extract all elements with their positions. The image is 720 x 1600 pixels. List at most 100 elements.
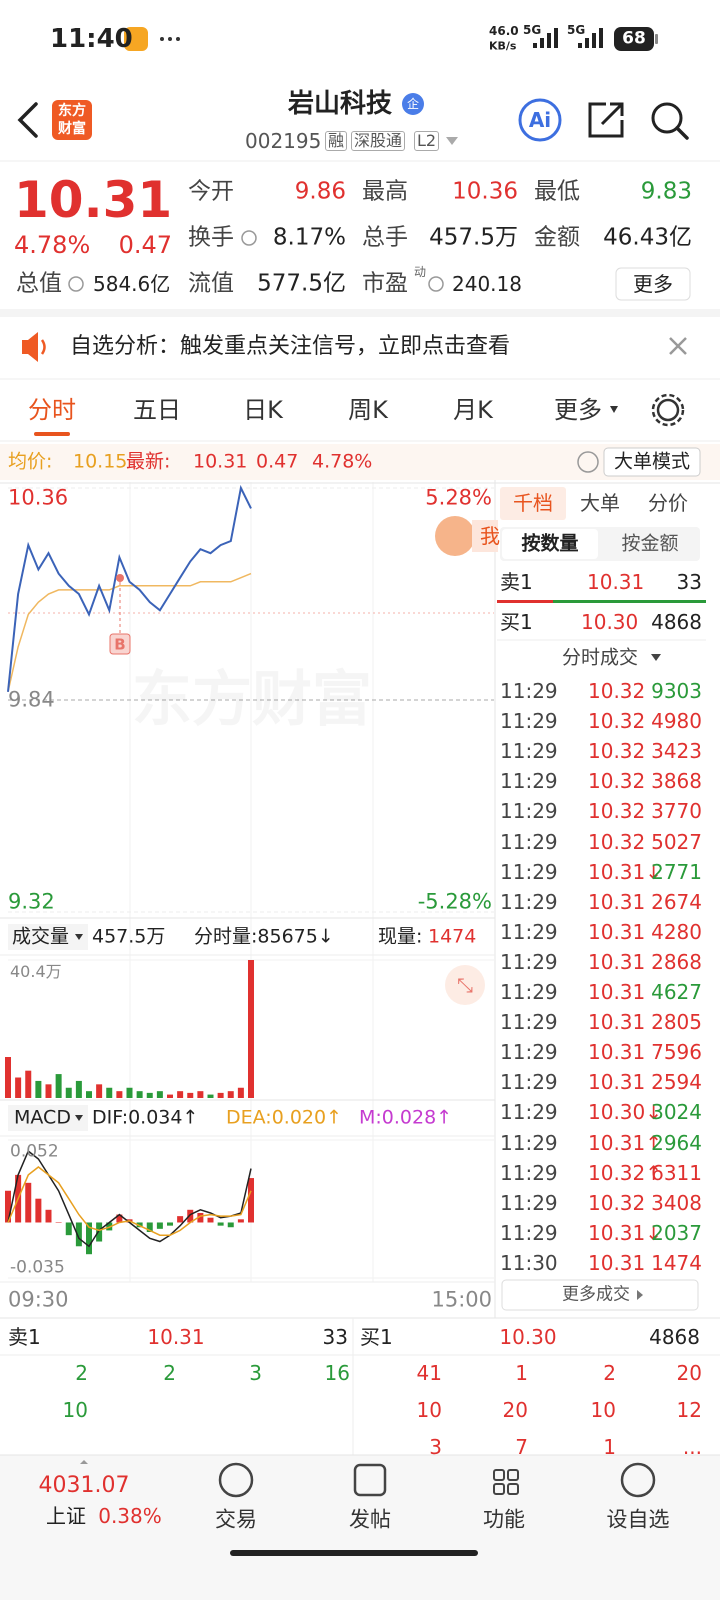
more-button[interactable] (615, 267, 691, 301)
tab[interactable]: 月K (453, 396, 493, 424)
trade-volume: 6311 (651, 1160, 702, 1185)
mode-option[interactable]: 按数量 (521, 532, 579, 555)
tab[interactable]: 分时 (28, 396, 76, 424)
panel-tab[interactable]: 大单 (580, 491, 620, 515)
promo-label: 我 (480, 524, 500, 548)
last-price: 10.31 (14, 171, 173, 229)
queue-order: 10 (62, 1398, 88, 1422)
volume-bar (5, 1057, 11, 1098)
macd-bar (177, 1216, 184, 1223)
share-button[interactable] (588, 102, 624, 138)
expand-icon[interactable]: ⤡ (457, 973, 473, 997)
panel-tab[interactable]: 分价 (648, 491, 688, 515)
ai-label[interactable]: Ai (528, 108, 552, 132)
trade-price: 10.32 (588, 769, 646, 794)
legend-entry: DEA:0.020↑ (226, 1106, 343, 1129)
function-icon (507, 1483, 519, 1495)
mode-button[interactable] (603, 447, 701, 477)
trade-volume: 2674 (651, 889, 702, 914)
gap (0, 309, 720, 317)
more-button-label[interactable]: 更多 (633, 272, 673, 296)
trade-time: 11:29 (500, 980, 558, 1004)
notice-text[interactable]: 自选分析：触发重点关注信号，立即点击查看 (70, 334, 511, 359)
sell-volume: 33 (322, 1325, 348, 1349)
stat-value: 584.6亿 (93, 272, 171, 296)
trade-price: 10.31 (588, 1010, 646, 1035)
more-trades-label[interactable]: 更多成交 (562, 1284, 630, 1305)
index-arrow (80, 1460, 88, 1464)
trade-volume: 3868 (651, 769, 702, 794)
clock: 11:40 (50, 24, 133, 54)
nav-item[interactable]: 交易 (215, 1507, 257, 1532)
tab[interactable]: 周K (348, 396, 388, 424)
volume-bar (45, 1084, 52, 1098)
nav-item[interactable]: 设自选 (606, 1507, 670, 1532)
tab[interactable]: 更多 (554, 396, 602, 424)
mode-option[interactable]: 按金额 (621, 532, 679, 555)
trade-volume: 3408 (651, 1190, 702, 1215)
avg-label: 均价: (8, 450, 53, 473)
trade-time: 11:29 (500, 799, 558, 824)
trade-volume: 7596 (651, 1040, 702, 1065)
trade-time: 11:29 (500, 739, 558, 764)
macd-bar (86, 1222, 92, 1255)
speaker-wave (40, 339, 46, 355)
sell-volume: 33 (676, 570, 702, 594)
volume-total: 457.5万 (92, 925, 166, 948)
macd-bar (217, 1222, 224, 1226)
index-value[interactable]: 4031.07 (38, 1473, 130, 1498)
nav-item[interactable]: 功能 (483, 1507, 525, 1532)
volume-bar (187, 1092, 194, 1098)
change-pct: 4.78% (14, 231, 91, 259)
indicator-selector[interactable] (8, 1105, 88, 1131)
trade-time: 11:29 (500, 859, 558, 884)
stat-value: 457.5万 (429, 224, 518, 251)
volume-bar (96, 1084, 103, 1098)
info-icon (428, 276, 444, 292)
volume-bar (75, 1080, 82, 1098)
queue-order: 2 (163, 1361, 176, 1385)
macd-bar (248, 1178, 254, 1223)
stock-name: 岩山科技 (287, 89, 393, 119)
nav-item[interactable]: 发帖 (349, 1507, 391, 1532)
tab[interactable]: 日K (243, 396, 283, 424)
trade-volume: 2771 (651, 859, 702, 884)
mode-label[interactable]: 大单模式 (613, 450, 691, 473)
more-dots (168, 37, 172, 41)
volume-bar (177, 1091, 184, 1098)
signal-bar (540, 38, 544, 48)
trade-volume: 5027 (651, 829, 702, 854)
signal-bar (592, 33, 596, 48)
stat-label: 流值 (188, 270, 234, 297)
settings-button[interactable] (656, 398, 680, 422)
ai-button[interactable] (518, 98, 562, 142)
change: 0.47 (118, 231, 172, 259)
volume-bar (136, 1091, 143, 1098)
price-line (7, 484, 252, 692)
indicator-title[interactable]: MACD (14, 1106, 71, 1129)
y-tick-label: 40.4万 (10, 962, 62, 981)
trade-price: 10.31 (588, 1040, 646, 1065)
volume-title[interactable]: 成交量 (12, 925, 70, 948)
search-button[interactable] (651, 102, 683, 134)
stat-value: 8.17% (272, 224, 346, 251)
back-button[interactable] (17, 102, 38, 138)
more-trades-button[interactable] (501, 1279, 699, 1311)
volume-bar (156, 1091, 163, 1098)
close-button[interactable] (669, 337, 687, 355)
tab[interactable]: 五日 (133, 396, 181, 424)
trade-time: 11:29 (500, 1040, 558, 1065)
queue-order: 41 (416, 1361, 442, 1385)
trades-title[interactable]: 分时成交 (561, 646, 639, 669)
expand-button[interactable] (445, 965, 485, 1005)
trade-icon (218, 1462, 254, 1498)
stat-label: 金额 (534, 224, 580, 251)
info-bar (0, 444, 720, 480)
signal-bar (554, 28, 558, 48)
panel-tab[interactable]: 千档 (513, 491, 553, 515)
trade-marker-label: B (114, 635, 126, 654)
volume-selector[interactable] (8, 924, 88, 950)
volume-bar (197, 1091, 204, 1098)
logo-text: 财富 (58, 121, 86, 137)
